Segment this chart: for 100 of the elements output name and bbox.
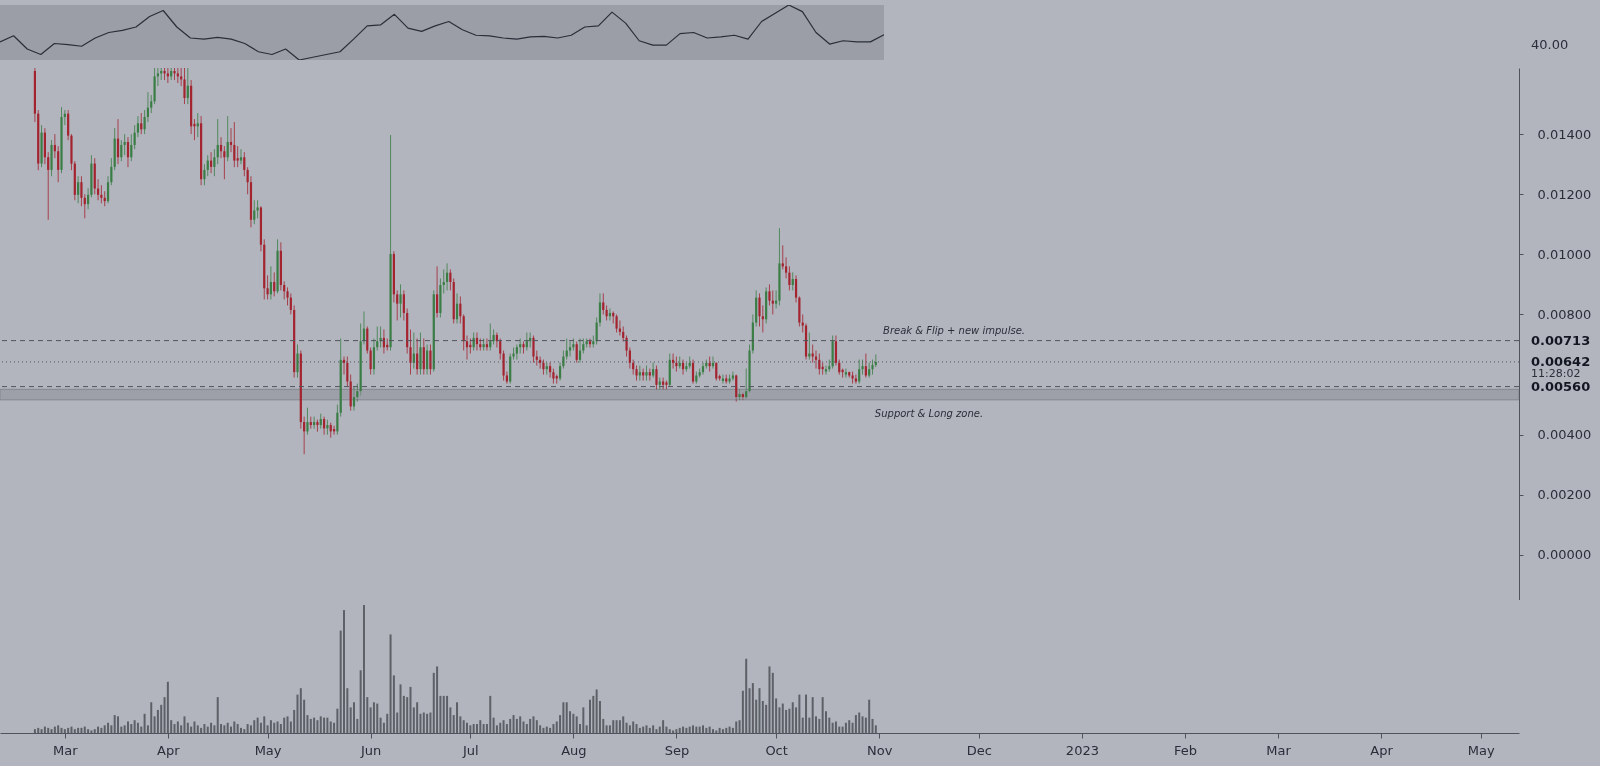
bar: [426, 713, 429, 733]
bar: [522, 721, 525, 733]
bar: [406, 697, 409, 733]
x-tick-label: Apr: [1370, 742, 1394, 758]
y-tick-label: 0.01400: [1537, 126, 1592, 142]
bar: [818, 718, 821, 733]
x-tick-label: Oct: [765, 742, 788, 758]
bar: [858, 712, 861, 733]
bar: [130, 724, 133, 733]
bar: [386, 713, 389, 733]
bar: [319, 716, 322, 733]
bar: [436, 666, 439, 733]
bar: [705, 727, 708, 733]
candlestick: [253, 199, 256, 225]
x-tick-label: Jul: [461, 742, 479, 758]
candlestick: [399, 283, 402, 318]
bar: [745, 658, 748, 733]
bar: [93, 729, 96, 733]
bar: [861, 716, 864, 733]
candlestick: [489, 322, 492, 352]
bar: [642, 726, 645, 733]
candlestick: [296, 344, 299, 379]
bar: [509, 718, 512, 733]
candlestick: [236, 145, 239, 168]
bar: [848, 720, 851, 733]
bar: [645, 725, 648, 733]
x-tick-label: 2023: [1065, 742, 1099, 758]
bar: [246, 724, 249, 733]
bar: [751, 683, 754, 733]
candlestick: [735, 374, 738, 403]
bar: [472, 724, 475, 733]
bar: [871, 718, 874, 733]
bar: [313, 717, 316, 733]
bar: [805, 694, 808, 733]
bar: [136, 722, 139, 733]
bar: [702, 725, 704, 733]
bar: [100, 727, 103, 733]
bar: [43, 726, 46, 733]
bar: [253, 720, 256, 733]
bar: [482, 724, 485, 733]
candlestick: [824, 365, 828, 376]
bar: [605, 725, 608, 733]
bar: [728, 726, 731, 733]
bar: [834, 721, 837, 733]
bar: [715, 730, 718, 733]
bar: [329, 721, 332, 733]
bar: [758, 688, 761, 733]
y-tick-label: 0.01200: [1537, 186, 1592, 202]
bar: [183, 716, 186, 733]
candlestick: [419, 332, 422, 376]
bar: [323, 717, 326, 733]
bar: [429, 712, 432, 733]
bar: [582, 707, 585, 733]
candlestick: [429, 344, 432, 376]
bar: [422, 712, 425, 733]
bar: [343, 610, 346, 733]
bar: [113, 715, 116, 733]
bar: [788, 708, 791, 733]
bar: [811, 697, 814, 733]
bar: [711, 729, 714, 733]
bar: [798, 694, 801, 733]
bar: [771, 672, 774, 733]
bar: [399, 684, 402, 733]
bar: [73, 729, 76, 733]
ref-line-label: 0.00560: [1531, 378, 1591, 394]
bar: [236, 724, 239, 733]
bar: [655, 729, 658, 733]
bar: [844, 722, 847, 733]
bar: [166, 681, 169, 733]
bar: [475, 724, 478, 733]
bar: [316, 720, 319, 733]
bar: [210, 722, 213, 733]
bar: [372, 702, 375, 733]
x-tick-label: Nov: [866, 742, 893, 758]
bar: [695, 726, 698, 733]
bar: [781, 703, 784, 733]
candlestick: [233, 121, 236, 168]
text: 11:28:02: [1531, 366, 1581, 380]
bar: [37, 727, 40, 733]
bar: [545, 726, 548, 733]
x-tick-label: Jun: [359, 742, 382, 758]
candlestick: [445, 262, 449, 291]
bar: [362, 605, 365, 733]
bar: [296, 694, 299, 733]
bar: [682, 726, 685, 733]
bar: [206, 726, 209, 733]
candlestick: [366, 325, 369, 355]
bar: [90, 730, 93, 733]
y-tick-label: 0.00000: [1537, 547, 1592, 563]
bar: [200, 727, 203, 733]
bar: [841, 726, 844, 733]
bar: [442, 695, 445, 733]
candlestick: [791, 271, 794, 291]
bar: [456, 702, 459, 733]
bar: [233, 721, 236, 733]
candlestick: [655, 365, 658, 391]
y-tick-label: 0.01000: [1537, 246, 1592, 262]
bar: [721, 729, 724, 733]
bar: [479, 720, 482, 733]
bar: [718, 727, 721, 733]
